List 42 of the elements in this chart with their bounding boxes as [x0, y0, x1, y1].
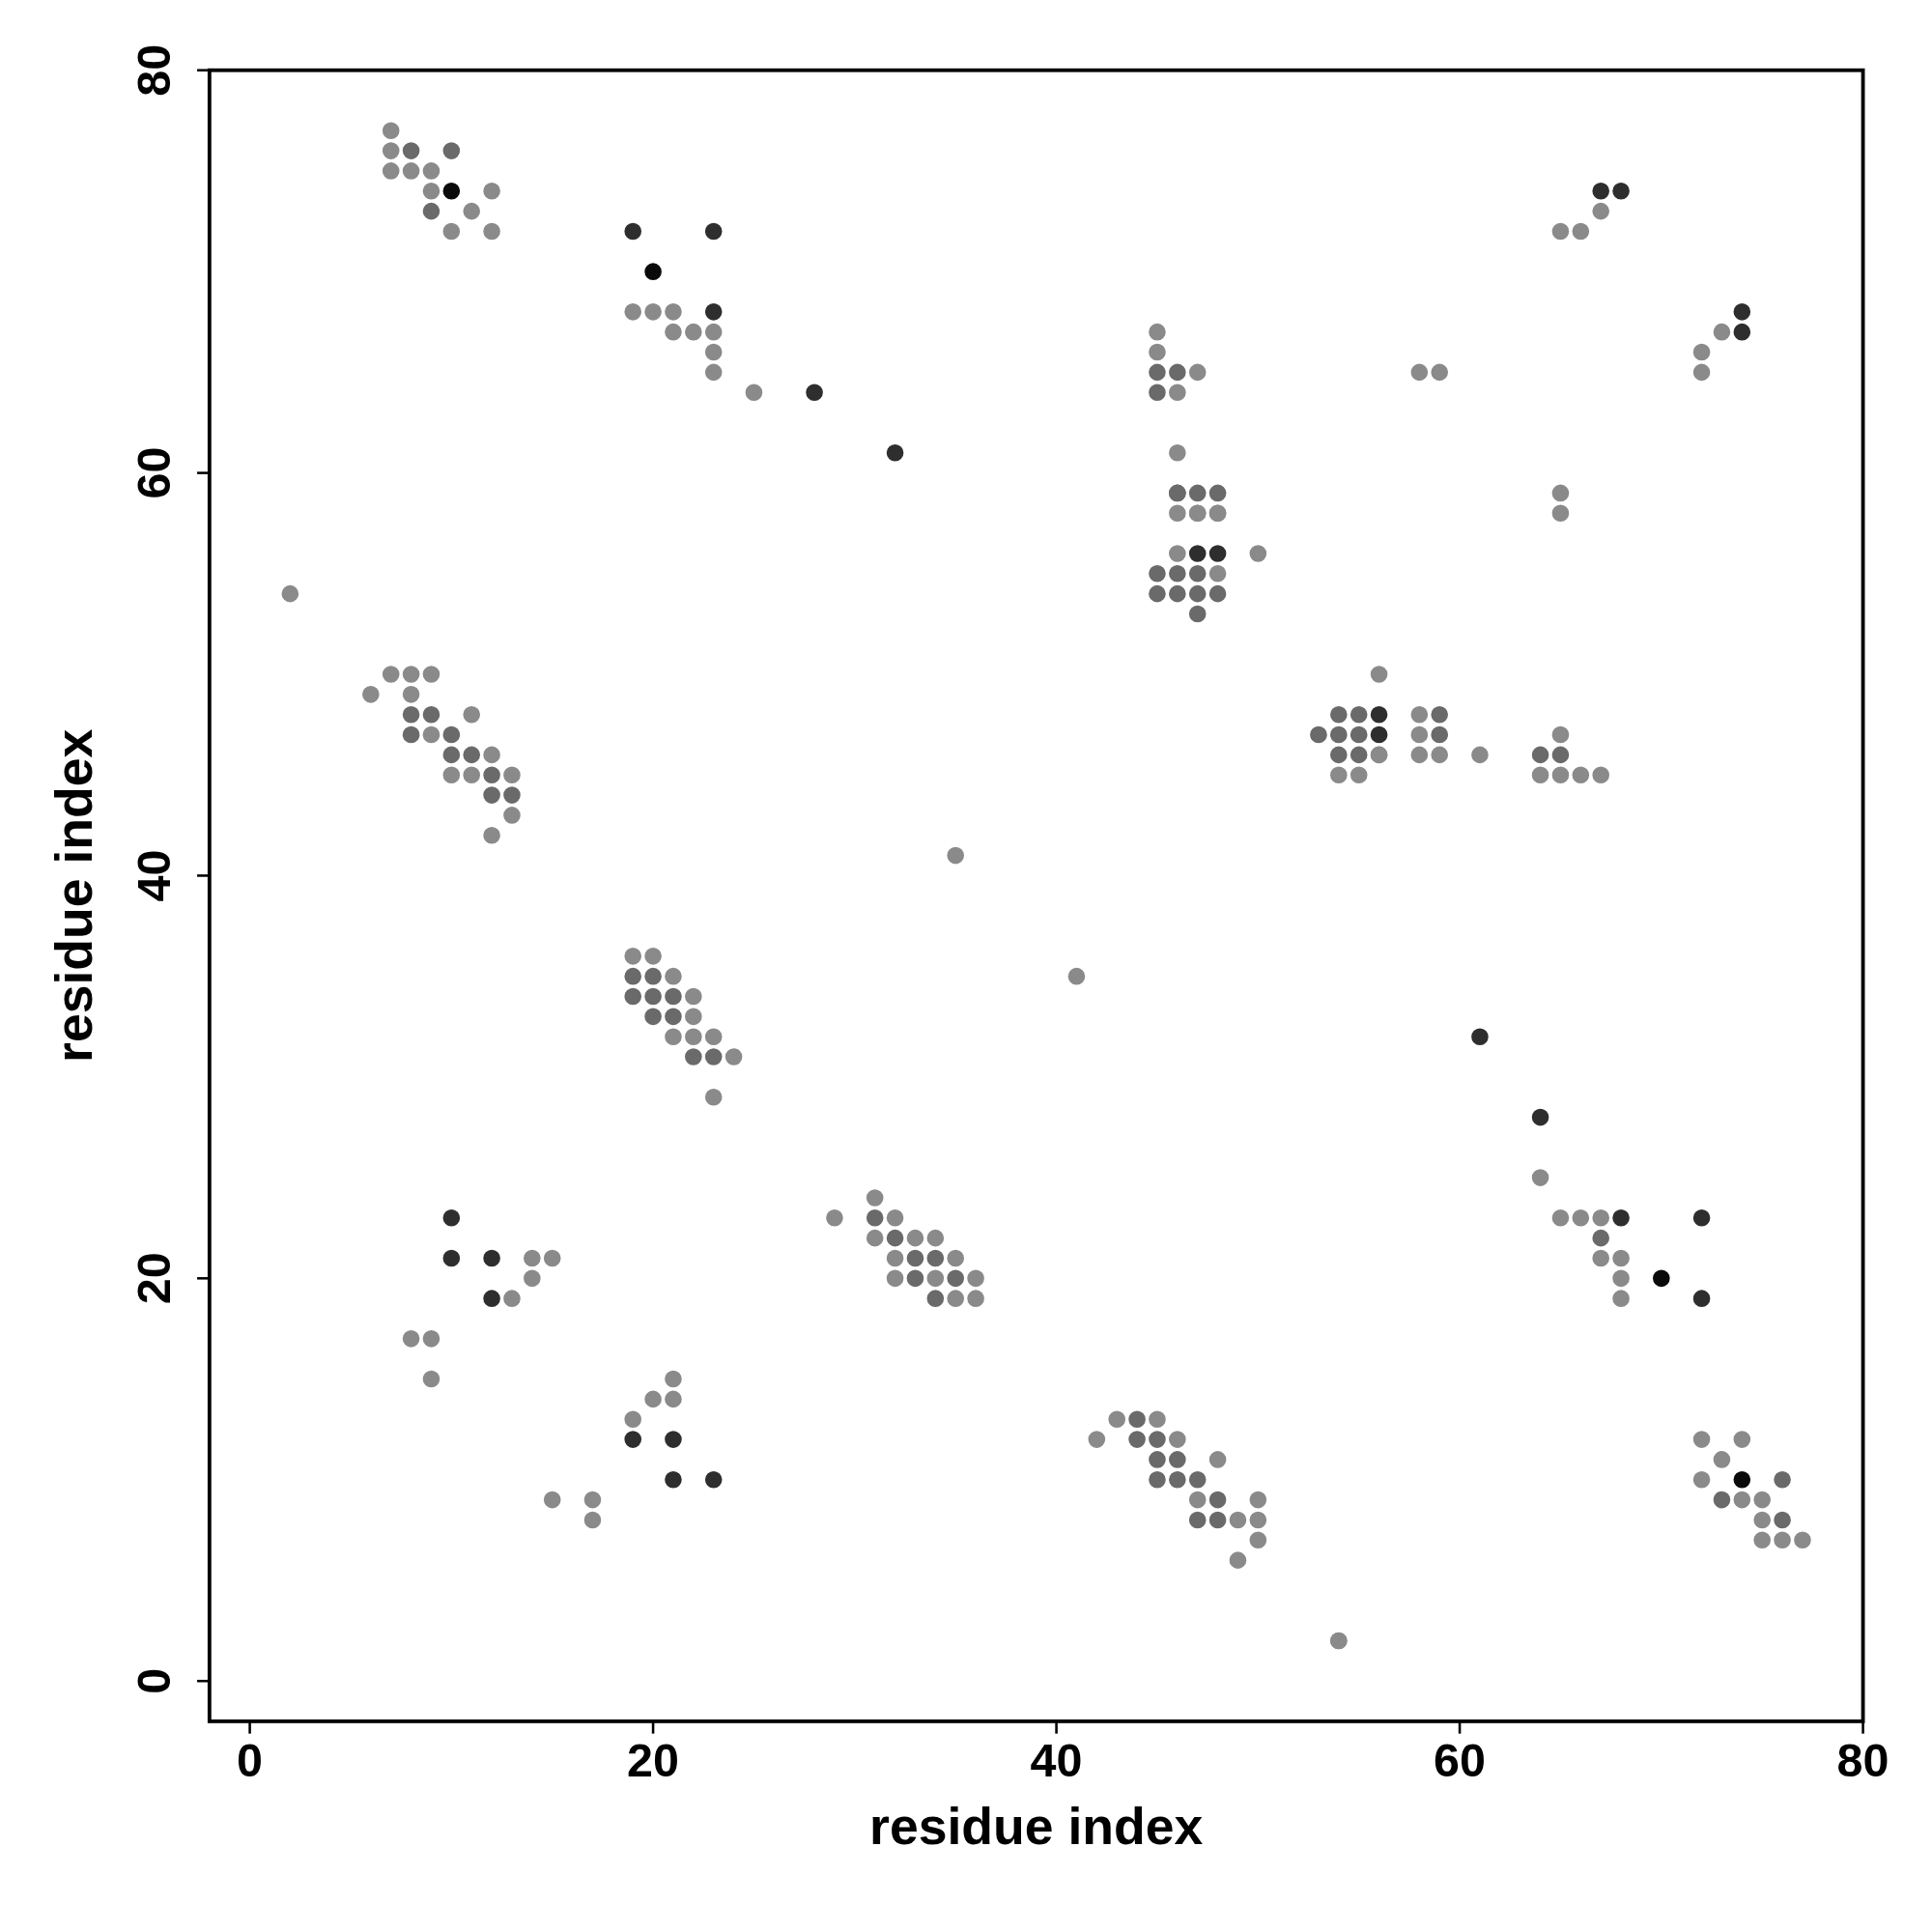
point — [665, 1431, 682, 1448]
point — [1592, 182, 1610, 200]
point — [1612, 1209, 1630, 1227]
point — [806, 384, 823, 401]
y-tick-label: 80 — [128, 43, 181, 97]
point — [1612, 182, 1630, 200]
point — [1188, 545, 1207, 562]
point — [1370, 725, 1388, 744]
point — [1692, 1290, 1711, 1307]
point — [1531, 1108, 1549, 1126]
point — [483, 1290, 500, 1307]
x-tick-label: 20 — [627, 1734, 680, 1787]
x-tick-label: 0 — [237, 1734, 264, 1787]
x-tick-label: 60 — [1434, 1734, 1487, 1787]
point — [704, 222, 723, 241]
point — [624, 222, 642, 241]
y-tick-label: 0 — [128, 1667, 181, 1694]
x-tick-label: 80 — [1836, 1734, 1889, 1787]
point — [1733, 323, 1751, 341]
y-tick-label: 40 — [128, 849, 181, 902]
point — [1733, 303, 1751, 321]
x-axis-title: residue index — [869, 1798, 1204, 1856]
point — [1471, 1028, 1489, 1045]
point — [624, 1431, 642, 1448]
point — [442, 1249, 461, 1267]
point — [665, 1470, 682, 1489]
point — [1208, 545, 1227, 562]
y-tick-label: 60 — [128, 446, 181, 499]
x-tick-label: 40 — [1030, 1734, 1083, 1787]
point — [704, 303, 723, 321]
point — [1692, 1209, 1711, 1227]
y-axis-title: residue index — [45, 728, 103, 1063]
point — [704, 1470, 723, 1489]
y-tick-label: 20 — [128, 1252, 181, 1305]
point — [1733, 1470, 1751, 1489]
point — [886, 443, 904, 462]
point — [1370, 705, 1388, 724]
point — [1653, 1269, 1670, 1288]
point — [644, 263, 662, 280]
point — [442, 182, 461, 200]
point — [483, 1249, 500, 1267]
point — [442, 1209, 461, 1227]
